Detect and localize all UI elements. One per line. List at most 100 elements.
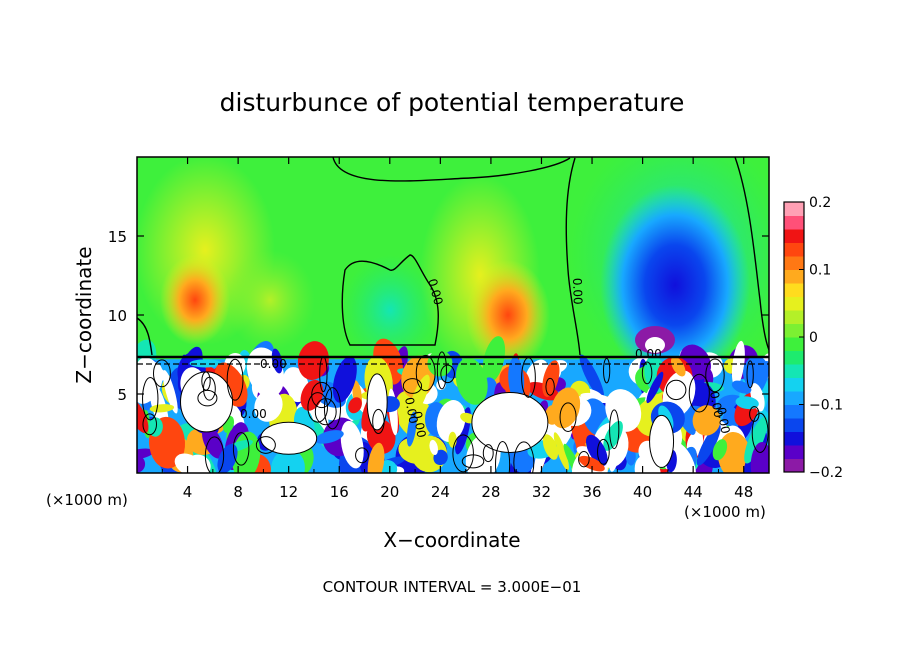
turbulence-blob bbox=[605, 389, 642, 432]
colorbar-ticks: 0.2 0.1 0 −0.1 −0.2 bbox=[799, 195, 843, 481]
turbulence-blob bbox=[744, 416, 768, 464]
colorbar-tick-label: −0.1 bbox=[809, 398, 843, 414]
turbulence-blob bbox=[553, 432, 569, 471]
x-tick-label: 8 bbox=[233, 483, 243, 501]
contour-swirl bbox=[440, 364, 455, 384]
colorbar-segment bbox=[784, 404, 804, 419]
contour-label: 0.00 bbox=[707, 390, 725, 419]
contour-label: 0.00 bbox=[260, 357, 287, 371]
colorbar-tick-label: 0 bbox=[809, 330, 818, 346]
turbulence-blob bbox=[162, 370, 178, 414]
colorbar-segment bbox=[784, 431, 804, 446]
colorbar-segment bbox=[784, 337, 804, 351]
neutral-region bbox=[180, 371, 234, 433]
y-axis-label: Z−coordinate bbox=[72, 246, 96, 383]
x-tick-label: 36 bbox=[582, 483, 601, 501]
colorbar-segment bbox=[784, 229, 804, 243]
turbulence-blob bbox=[482, 336, 506, 384]
colorbar-segment bbox=[784, 418, 804, 432]
colorbar-segment bbox=[784, 269, 804, 284]
turbulence-blob bbox=[731, 380, 752, 394]
contour-west-edge bbox=[137, 317, 153, 356]
contour-label: 0.00 bbox=[410, 410, 428, 439]
contour-swirl bbox=[202, 376, 216, 401]
contour-swirl bbox=[751, 412, 769, 453]
contour-swirl bbox=[482, 444, 494, 463]
turbulence-blob bbox=[508, 356, 525, 403]
y-tick-label: 5 bbox=[117, 386, 127, 404]
y-axis-ticks: 5 10 15 bbox=[108, 228, 769, 404]
neutral-region bbox=[260, 421, 318, 455]
contour-swirl bbox=[232, 432, 250, 466]
chart-title: disturbunce of potential temperature bbox=[220, 88, 685, 117]
x-tick-label: 20 bbox=[380, 483, 399, 501]
turbulence-blob bbox=[254, 389, 283, 422]
contour-swirl bbox=[314, 398, 337, 426]
colorbar-segment bbox=[784, 458, 804, 473]
x-tick-label: 48 bbox=[734, 483, 753, 501]
turbulence-blob bbox=[340, 420, 364, 469]
contour-swirl bbox=[355, 447, 369, 464]
colorbar-tick-label: 0.2 bbox=[809, 195, 831, 211]
turbulence-blob bbox=[542, 434, 559, 460]
turbulence-blob bbox=[148, 417, 163, 437]
contour-label: 0.00 bbox=[635, 347, 662, 361]
contour-lines bbox=[137, 157, 769, 365]
x-tick-label: 40 bbox=[633, 483, 652, 501]
turbulence-blob bbox=[731, 340, 745, 387]
turbulence-blob bbox=[646, 371, 664, 404]
contour-label: 0.00 bbox=[240, 407, 267, 421]
turbulence-blob bbox=[580, 392, 612, 404]
contour-east-vertical bbox=[565, 157, 581, 356]
colorbar-segment bbox=[784, 310, 804, 324]
neutral-region bbox=[649, 414, 675, 468]
turbulence-blob bbox=[433, 449, 448, 466]
turbulence-blob bbox=[735, 396, 759, 410]
cool-anomaly-east-core-inner bbox=[645, 337, 665, 353]
colorbar-segment bbox=[784, 364, 804, 378]
x-tick-label: 12 bbox=[279, 483, 298, 501]
turbulence-blob bbox=[429, 439, 438, 456]
x-tick-label: 44 bbox=[684, 483, 703, 501]
contour-top bbox=[332, 157, 571, 182]
contour-swirl bbox=[415, 354, 436, 392]
contour-swirl bbox=[372, 408, 385, 435]
warm-anomaly-west-core bbox=[160, 255, 230, 345]
turbulence-blob bbox=[634, 455, 661, 473]
contour-center-loop bbox=[341, 254, 439, 346]
contour-swirl bbox=[204, 436, 225, 473]
turbulence-blob bbox=[270, 448, 305, 473]
contour-swirl bbox=[688, 373, 710, 413]
turbulence-blob bbox=[670, 356, 686, 377]
contour-swirl bbox=[597, 438, 610, 465]
y-tick-label: 15 bbox=[108, 228, 127, 246]
turbulence-blob bbox=[348, 397, 362, 414]
contour-swirl bbox=[436, 351, 447, 390]
contour-swirl bbox=[641, 361, 653, 385]
x-tick-label: 32 bbox=[532, 483, 551, 501]
neutral-region bbox=[366, 373, 388, 431]
colorbar-segment bbox=[784, 350, 804, 365]
plot-area bbox=[137, 157, 769, 473]
contour-swirl bbox=[559, 402, 577, 432]
turbulence-blob bbox=[409, 374, 430, 416]
x-tick-label: 16 bbox=[330, 483, 349, 501]
x-unit-left: (×1000 m) bbox=[46, 491, 128, 509]
neutral-region bbox=[471, 391, 549, 453]
contour-swirl bbox=[513, 441, 535, 473]
colorbar-segment bbox=[784, 242, 804, 257]
turbulence-blob bbox=[202, 425, 224, 459]
contour-swirl bbox=[705, 358, 725, 393]
contour-swirl bbox=[609, 409, 620, 450]
contour-swirl bbox=[307, 392, 329, 423]
contour-swirl bbox=[665, 379, 687, 401]
turbulence-blob bbox=[297, 341, 329, 380]
contour-label-group: 0.00 0.00 0.00 0.00 0.00 0.00 0.00 0.00 … bbox=[240, 277, 732, 439]
turbulence-blob bbox=[185, 454, 211, 473]
colorbar-segment bbox=[784, 323, 804, 338]
contour-swirl bbox=[603, 357, 611, 384]
turbulence-blob bbox=[271, 348, 283, 374]
colorbar-segment bbox=[784, 215, 804, 230]
contour-swirl bbox=[153, 359, 171, 388]
contour-swirl bbox=[197, 389, 218, 407]
